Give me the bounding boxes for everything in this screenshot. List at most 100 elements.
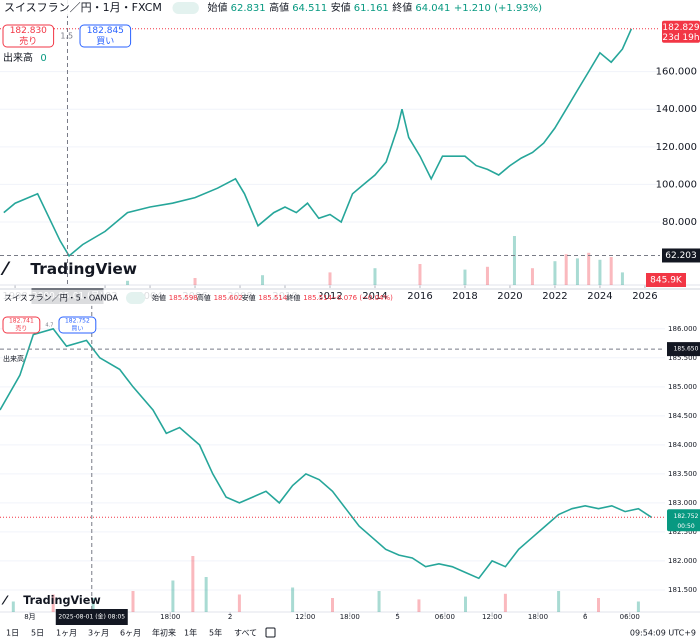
volume-bar — [553, 261, 557, 285]
buy-label: 買い — [71, 326, 83, 333]
volume-bar — [237, 594, 241, 612]
volume-bar — [620, 272, 624, 285]
sell-label: 売り — [19, 35, 37, 47]
x-tick-label: 8月 — [24, 613, 35, 621]
x-tick-label: 2 — [228, 613, 232, 621]
stat-value: 64.511 — [292, 3, 327, 14]
crosshair-y-label: 185.650 — [674, 346, 699, 353]
range-button[interactable]: 5年 — [209, 628, 222, 638]
x-tick-label: 5 — [395, 613, 399, 621]
stat-label: 終値 — [286, 293, 300, 302]
stat-value: 185.514 — [303, 294, 332, 302]
buy-price: 182.752 — [65, 318, 90, 325]
volume-bar — [636, 601, 640, 612]
volume-bar — [575, 258, 579, 285]
range-button[interactable]: 1ヶ月 — [56, 629, 77, 638]
volume-bar — [418, 264, 422, 285]
x-tick-label: 2022 — [542, 291, 567, 302]
x-tick-label: 2026 — [632, 291, 657, 302]
y-tick-label: 184.500 — [668, 412, 697, 420]
chart-panel: 80.000100.000120.000140.000160.000199820… — [0, 0, 700, 304]
x-tick-label: 2020 — [497, 291, 522, 302]
volume-label: 出来高 — [3, 51, 33, 64]
range-button[interactable]: 5日 — [31, 629, 44, 638]
volume-bar — [609, 257, 613, 285]
symbol-title: スイスフラン／円・1月・FXCM — [4, 1, 162, 14]
y-tick-label: 120.000 — [656, 142, 697, 153]
range-button[interactable]: 1日 — [6, 629, 19, 638]
y-tick-label: 100.000 — [656, 179, 697, 190]
clock: 09:54:09 UTC+9 — [630, 629, 696, 638]
volume-bar — [191, 556, 195, 612]
x-tick-label: 6 — [583, 613, 588, 621]
volume-bar — [485, 266, 489, 285]
volume-bar — [373, 268, 377, 285]
last-price-label: 182.752 — [674, 513, 699, 520]
stat-label: 安値 — [331, 1, 351, 14]
status-badge — [172, 2, 199, 14]
logo: TradingView — [30, 260, 137, 278]
sell-button[interactable] — [2, 316, 41, 334]
symbol-title: スイスフラン／円・5・OANDA — [4, 294, 118, 303]
chart-panel: 181.500 182.000 182.500 183.000 183.500 184.0… — [0, 290, 700, 625]
change: −0.076 (−0.04%) — [331, 294, 393, 302]
crosshair-x-box — [55, 609, 128, 625]
x-tick-label: 2016 — [407, 291, 432, 302]
logo: TradingView — [23, 594, 101, 607]
countdown: 00:50 — [677, 523, 694, 530]
stat-value: 185.514 — [258, 294, 287, 302]
stat-label: 終値 — [392, 1, 412, 14]
buy-button[interactable] — [58, 316, 97, 334]
logo-mark: ⁄ — [0, 260, 11, 280]
volume-bar — [530, 268, 534, 285]
volume-bar — [503, 593, 507, 612]
calendar-icon[interactable] — [265, 627, 276, 638]
volume-last-box — [646, 273, 686, 287]
stat-label: 高値 — [197, 293, 211, 302]
y-tick-label: 186.000 — [668, 325, 697, 333]
volume-label: 出来高 — [3, 354, 24, 363]
range-button[interactable]: 年初来 — [152, 628, 176, 638]
y-tick-label: 182.500 — [668, 528, 697, 536]
volume-bar — [291, 587, 295, 612]
range-button[interactable]: すべて — [234, 629, 257, 638]
x-tick-label: 2014 — [362, 291, 387, 302]
volume-bar — [377, 591, 381, 612]
volume-bar — [11, 601, 15, 612]
spread: 1.5 — [60, 32, 73, 41]
x-tick-label: 06:00 — [435, 613, 455, 621]
sell-price: 182.741 — [9, 318, 34, 325]
volume-bar — [597, 598, 600, 612]
stat-label: 安値 — [242, 293, 256, 302]
spread: 4.7 — [45, 323, 53, 329]
header-bg — [0, 290, 320, 306]
y-tick-label: 182.000 — [668, 557, 697, 565]
y-tick-label: 140.000 — [656, 104, 697, 115]
volume-bar — [331, 598, 334, 612]
y-tick-label: 183.000 — [668, 499, 697, 507]
crosshair-x-label: 2025-08-01 (金) 08:05 — [58, 613, 125, 621]
header-bg — [0, 0, 440, 16]
logo-mark: ⁄ — [1, 593, 9, 608]
volume-bar — [51, 594, 55, 612]
sell-button[interactable] — [2, 24, 55, 48]
price-axis-bg — [660, 0, 700, 285]
volume-bar — [131, 591, 135, 612]
volume-bar — [193, 278, 197, 285]
volume-bar — [126, 280, 130, 285]
x-tick-label: 18:00 — [160, 613, 180, 621]
range-button[interactable]: 3ヶ月 — [88, 629, 109, 638]
y-tick-label: 184.000 — [668, 441, 697, 449]
y-tick-label: 80.000 — [662, 217, 697, 228]
range-button[interactable]: 6ヶ月 — [120, 629, 141, 638]
volume-bar — [512, 236, 516, 285]
buy-button[interactable] — [79, 24, 132, 48]
volume-bar — [261, 275, 265, 285]
volume-bar — [564, 254, 568, 285]
volume-bar — [557, 591, 561, 612]
stat-value: 62.831 — [231, 3, 266, 14]
range-button[interactable]: 1年 — [184, 628, 197, 638]
stat-label: 始値 — [152, 293, 166, 302]
sell-price: 182.830 — [10, 26, 47, 36]
